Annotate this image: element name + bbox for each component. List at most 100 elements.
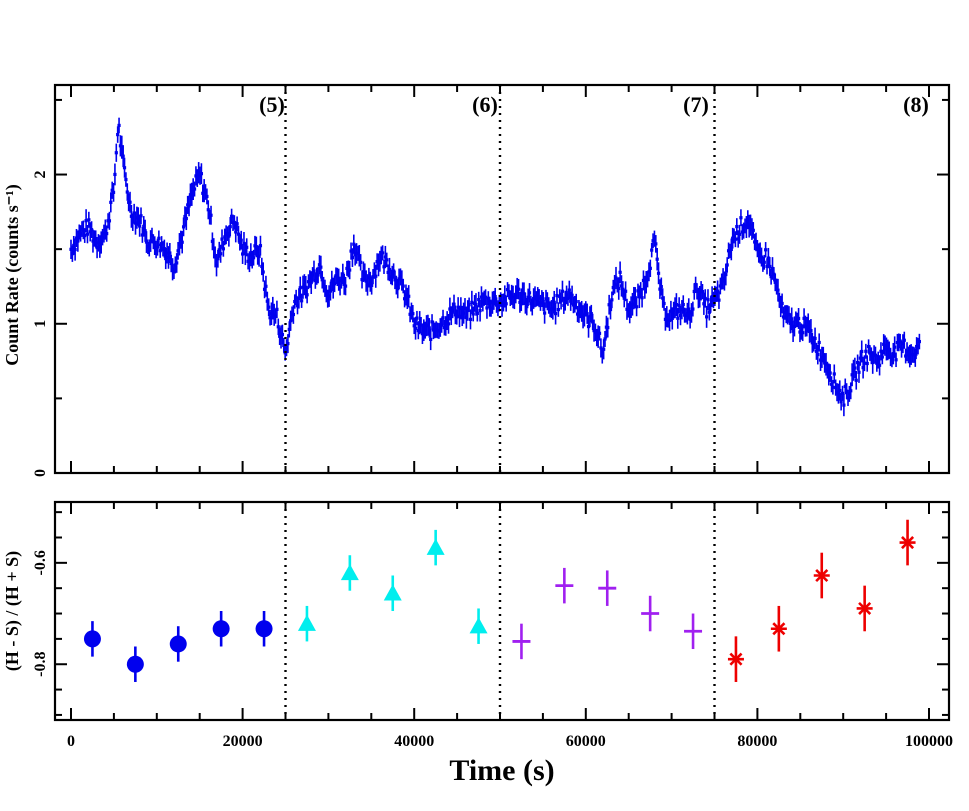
count-rate-point <box>644 280 648 284</box>
count-rate-point <box>273 314 278 318</box>
count-rate-point <box>618 270 622 274</box>
count-rate-point <box>593 330 598 334</box>
count-rate-point <box>462 311 466 315</box>
count-rate-point <box>302 283 306 287</box>
count-rate-point <box>849 389 853 393</box>
count-rate-point <box>614 276 618 280</box>
count-rate-point <box>125 190 129 194</box>
count-rate-point <box>375 259 379 264</box>
count-rate-point <box>894 358 898 362</box>
count-rate-point <box>275 307 279 311</box>
count-rate-point <box>758 251 762 255</box>
count-rate-point <box>732 234 736 238</box>
count-rate-point <box>400 278 404 283</box>
count-rate-point <box>526 295 530 299</box>
count-rate-point <box>100 235 105 239</box>
count-rate-point <box>744 225 749 229</box>
count-rate-point <box>146 245 150 249</box>
count-rate-point <box>386 270 390 275</box>
count-rate-point <box>338 284 342 288</box>
count-rate-point <box>261 270 265 274</box>
count-rate-point <box>501 300 506 305</box>
count-rate-point <box>192 187 197 191</box>
count-rate-point <box>838 388 842 393</box>
count-rate-point <box>619 284 624 288</box>
count-rate-point <box>139 214 143 218</box>
count-rate-point <box>183 214 187 219</box>
count-rate-point <box>516 287 521 291</box>
count-rate-point <box>717 298 721 302</box>
count-rate-point <box>691 307 695 311</box>
count-rate-point <box>158 249 162 253</box>
count-rate-point <box>327 294 331 298</box>
top-ytick-label: 1 <box>32 320 49 328</box>
count-rate-point <box>321 283 326 287</box>
count-rate-point <box>864 349 868 353</box>
count-rate-point <box>133 221 138 225</box>
count-rate-point <box>393 278 397 282</box>
count-rate-point <box>120 145 124 149</box>
count-rate-point <box>706 298 710 302</box>
count-rate-point <box>629 305 633 309</box>
count-rate-point <box>420 332 425 336</box>
count-rate-point <box>711 298 716 302</box>
count-rate-point <box>710 295 714 299</box>
count-rate-point <box>343 284 348 288</box>
count-rate-point <box>206 208 210 212</box>
count-rate-point <box>847 392 851 396</box>
count-rate-point <box>901 342 905 346</box>
count-rate-point <box>254 245 258 249</box>
count-rate-point <box>404 293 408 297</box>
count-rate-point <box>792 324 797 329</box>
count-rate-point <box>556 308 560 312</box>
count-rate-point <box>508 296 512 300</box>
count-rate-point <box>606 325 610 330</box>
count-rate-point <box>514 292 518 296</box>
count-rate-point <box>230 214 234 218</box>
count-rate-point <box>335 275 339 279</box>
count-rate-point <box>430 320 434 324</box>
count-rate-point <box>481 300 485 304</box>
count-rate-point <box>650 248 654 252</box>
count-rate-point <box>102 231 106 236</box>
count-rate-point <box>573 302 577 306</box>
count-rate-point <box>438 325 442 330</box>
hardness-point-triangle <box>426 538 445 555</box>
count-rate-point <box>210 239 214 243</box>
count-rate-point <box>662 301 666 306</box>
count-rate-point <box>89 228 94 232</box>
count-rate-point <box>176 249 180 253</box>
count-rate-point <box>412 324 416 328</box>
count-rate-point <box>241 252 245 256</box>
count-rate-point <box>448 307 452 311</box>
count-rate-point <box>665 315 669 319</box>
count-rate-point <box>269 312 274 316</box>
count-rate-point <box>563 299 567 303</box>
count-rate-point <box>114 151 118 155</box>
count-rate-point <box>478 308 482 313</box>
x-axis-title: Time (s) <box>449 754 554 787</box>
count-rate-point <box>423 328 427 332</box>
count-rate-point <box>397 277 401 281</box>
count-rate-point <box>437 329 441 333</box>
count-rate-point <box>396 287 400 291</box>
count-rate-point <box>658 287 662 291</box>
count-rate-point <box>341 272 345 276</box>
count-rate-point <box>626 308 630 312</box>
count-rate-point <box>850 373 854 377</box>
count-rate-point <box>372 268 376 273</box>
count-rate-point <box>297 296 301 301</box>
count-rate-point <box>367 276 371 280</box>
count-rate-point <box>98 244 102 249</box>
count-rate-point <box>405 296 409 301</box>
count-rate-point <box>449 314 453 318</box>
count-rate-point <box>209 213 213 217</box>
count-rate-point <box>409 309 414 313</box>
count-rate-point <box>588 315 592 319</box>
count-rate-point <box>394 283 398 287</box>
count-rate-point <box>268 316 272 320</box>
count-rate-point <box>94 237 98 241</box>
count-rate-point <box>165 251 169 255</box>
count-rate-point <box>267 305 271 309</box>
count-rate-point <box>525 305 529 309</box>
